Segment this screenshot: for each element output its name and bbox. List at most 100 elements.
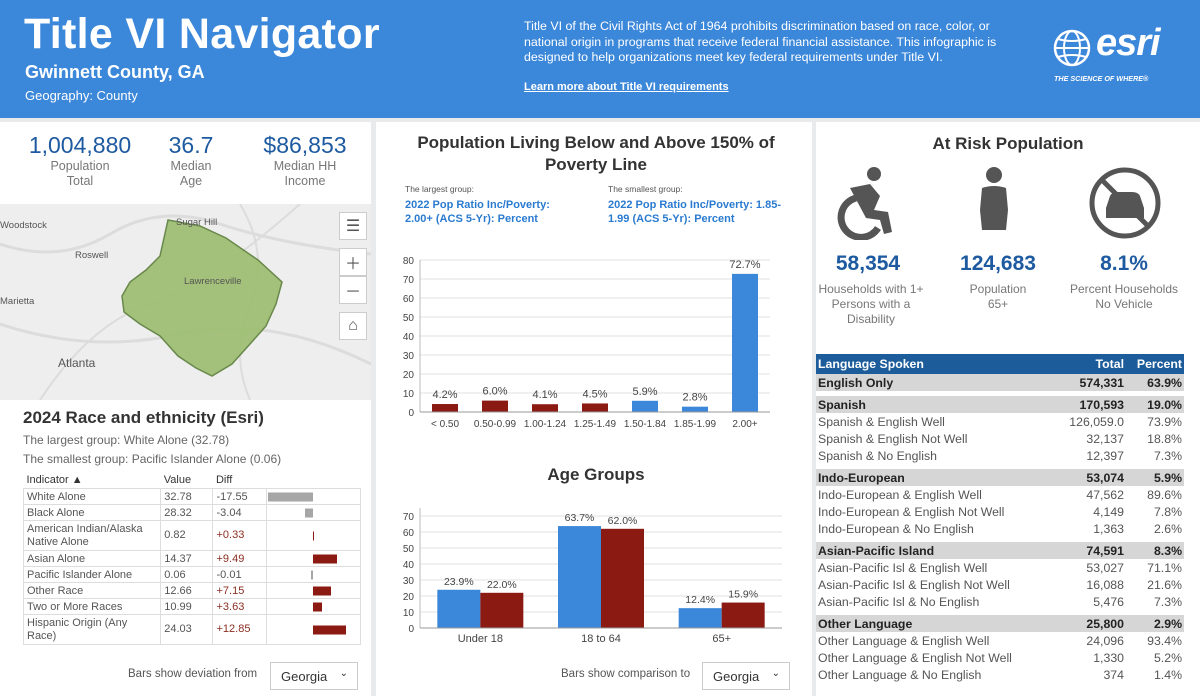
- x-tick-label: 65+: [712, 633, 731, 645]
- data-label: 15.9%: [728, 589, 758, 601]
- deviation-bar: [312, 625, 346, 634]
- y-tick-label: 40: [403, 332, 415, 343]
- person-icon: [980, 167, 1008, 230]
- kpi-value: 1,004,880: [28, 132, 132, 158]
- race-smallest: The smallest group: Pacific Islander Alo…: [23, 452, 282, 466]
- column-header-indicator[interactable]: Indicator ▲: [26, 474, 83, 486]
- language-percent: 2.6%: [1153, 521, 1182, 536]
- language-total: 53,074: [1050, 469, 1126, 486]
- data-label: 12.4%: [685, 594, 715, 606]
- largest-group-desc: 2022 Pop Ratio Inc/Poverty: 2.00+ (ACS 5…: [405, 198, 550, 226]
- risk-label-line: Percent Households: [1069, 282, 1179, 296]
- table-row[interactable]: Black Alone 28.32 -3.04: [22, 504, 362, 521]
- table-row[interactable]: American Indian/Alaska Native Alone 0.82 +…: [22, 520, 362, 551]
- bar: [482, 400, 508, 412]
- race-indicator: Hispanic Origin (Any Race): [22, 614, 162, 645]
- kpi-median-income: $86,853 Median HH Income: [250, 132, 360, 189]
- language-name: Other Language: [816, 615, 1050, 632]
- list-icon[interactable]: ☰: [339, 212, 367, 240]
- risk-value-disability: 58,354: [835, 252, 901, 275]
- language-name: Asian-Pacific Island: [816, 542, 1050, 559]
- data-label: 62.0%: [608, 515, 638, 527]
- risk-value-65plus: 124,683: [960, 252, 1036, 275]
- language-percent: 18.8%: [1147, 431, 1182, 446]
- x-tick-label: 1.50-1.84: [624, 419, 667, 430]
- globe-icon: [1053, 29, 1091, 67]
- zoom-in-icon[interactable]: ＋: [339, 248, 367, 276]
- language-percent: 21.6%: [1147, 577, 1182, 592]
- language-total: 32,137: [1086, 431, 1124, 446]
- comparison-select[interactable]: Georgia ⌄: [702, 662, 790, 690]
- risk-label-line: Households with 1+: [818, 282, 924, 296]
- race-diff: -0.01: [212, 566, 267, 583]
- table-row[interactable]: Asian Alone 14.37 +9.49: [22, 550, 362, 567]
- chevron-down-icon: ⌄: [339, 668, 348, 679]
- geography-label: Geography: County: [25, 88, 138, 103]
- language-name: Indo-European & No English: [818, 521, 974, 536]
- at-risk-title: At Risk Population: [932, 134, 1084, 153]
- x-tick-label: 18 to 64: [581, 633, 621, 645]
- county-boundary[interactable]: [121, 219, 283, 377]
- language-row: Spanish & No English 12,397 7.3%: [816, 447, 1184, 464]
- language-percent: 71.1%: [1147, 560, 1182, 575]
- learn-more-link[interactable]: Learn more about Title VI requirements: [524, 81, 729, 93]
- bar: [678, 608, 722, 628]
- language-group-row: Indo-European 53,074 5.9%: [816, 469, 1184, 486]
- kpi-population: 1,004,880 Population Total: [24, 132, 136, 189]
- deviation-select[interactable]: Georgia ⌄: [270, 662, 358, 690]
- language-percent: 93.4%: [1147, 633, 1182, 648]
- language-row: Other Language & English Not Well 1,330 5.…: [816, 649, 1184, 666]
- race-value: 0.82: [160, 520, 214, 551]
- comparison-label: Bars show comparison to: [561, 668, 691, 680]
- zoom-out-icon[interactable]: －: [339, 276, 367, 304]
- deviation-bar-cell: [265, 520, 362, 551]
- table-row[interactable]: Pacific Islander Alone 0.06 -0.01: [22, 566, 362, 583]
- deviation-bar-cell: [265, 566, 362, 583]
- language-name: Other Language & English Well: [818, 633, 990, 648]
- table-row[interactable]: Other Race 12.66 +7.15: [22, 582, 362, 599]
- y-tick-label: 0: [408, 408, 414, 419]
- language-total: 5,476: [1093, 594, 1124, 609]
- y-tick-label: 0: [408, 624, 414, 635]
- map-canvas[interactable]: [0, 204, 371, 400]
- comparison-select-value: Georgia: [713, 669, 760, 684]
- language-total: 25,800: [1050, 615, 1126, 632]
- race-diff: +9.49: [212, 550, 267, 567]
- column-header-value[interactable]: Value: [163, 474, 192, 486]
- column-header-diff[interactable]: Diff: [215, 474, 233, 486]
- y-tick-label: 50: [403, 313, 415, 324]
- table-row[interactable]: White Alone 32.78 -17.55: [22, 488, 362, 505]
- column-header-bar: [266, 472, 360, 489]
- language-name: Indo-European & English Not Well: [818, 504, 1005, 519]
- kpi-label: Income: [284, 174, 326, 188]
- bar: [432, 404, 458, 412]
- bar: [532, 404, 558, 412]
- poverty-title-line1: Population Living Below and Above 150% o…: [417, 133, 775, 152]
- race-diff: +3.63: [212, 598, 267, 615]
- table-row[interactable]: Hispanic Origin (Any Race) 24.03 +12.85: [22, 614, 362, 645]
- language-row: Other Language & English Well 24,096 93.4%: [816, 632, 1184, 649]
- deviation-bar: [304, 508, 313, 517]
- bar: [558, 526, 601, 628]
- risk-value-no-vehicle: 8.1%: [1100, 252, 1148, 275]
- language-group-row: Asian-Pacific Island 74,591 8.3%: [816, 542, 1184, 559]
- smallest-group-desc-line1: 2022 Pop Ratio Inc/Poverty: 1.85-: [608, 199, 782, 211]
- race-value: 0.06: [160, 566, 214, 583]
- risk-label-line: No Vehicle: [1095, 297, 1153, 311]
- deviation-bar-cell: [265, 582, 362, 599]
- race-indicator: Other Race: [22, 582, 162, 599]
- map-label: Roswell: [75, 250, 109, 261]
- deviation-bar: [311, 570, 313, 579]
- race-value: 24.03: [160, 614, 214, 645]
- language-percent: 8.3%: [1126, 542, 1184, 559]
- language-total: 1,330: [1093, 650, 1124, 665]
- esri-tagline: THE SCIENCE OF WHERE®: [1054, 74, 1149, 83]
- data-label: 4.2%: [432, 389, 457, 401]
- y-tick-label: 60: [403, 294, 415, 305]
- race-diff: -17.55: [212, 488, 267, 505]
- home-icon[interactable]: ⌂: [339, 312, 367, 340]
- county-map[interactable]: Woodstock Sugar Hill Roswell Lawrencevil…: [0, 204, 371, 400]
- age-chart-title: Age Groups: [547, 465, 645, 484]
- language-name: Other Language & No English: [818, 667, 982, 682]
- table-row[interactable]: Two or More Races 10.99 +3.63: [22, 598, 362, 615]
